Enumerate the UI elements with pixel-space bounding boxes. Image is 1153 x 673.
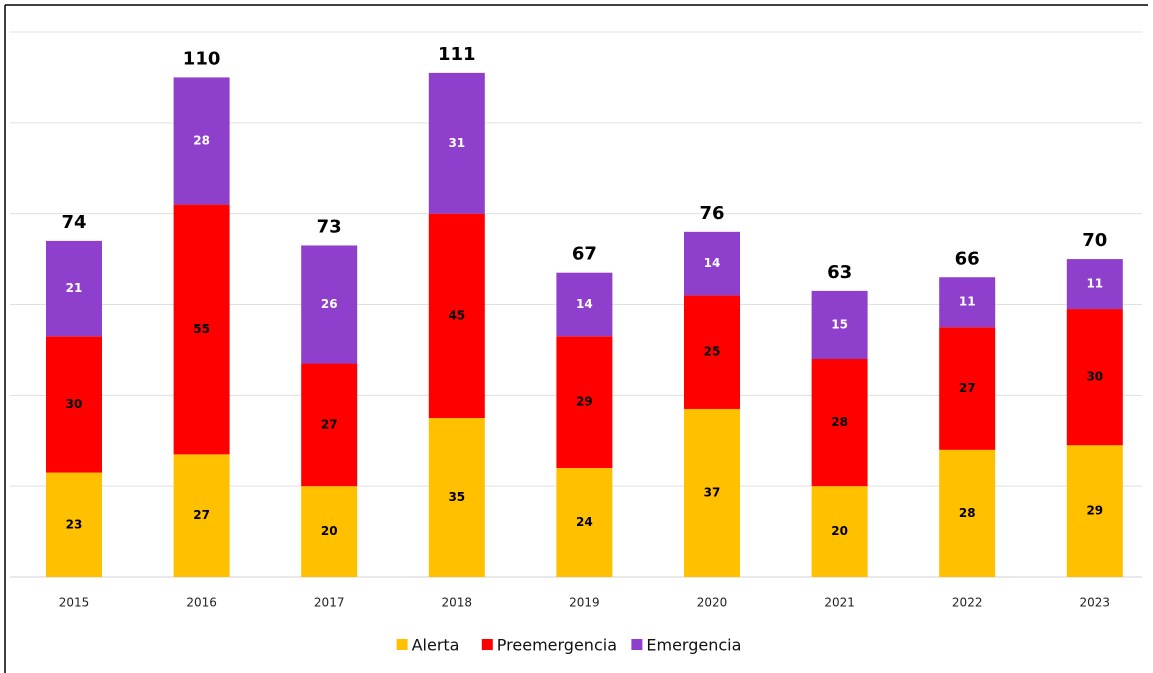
bar-segment: [46, 240, 102, 337]
bar-segment: [811, 486, 868, 577]
data-label: 55: [193, 322, 210, 336]
data-label: 29: [576, 395, 593, 409]
total-label: 110: [183, 48, 221, 69]
data-label: 14: [704, 256, 721, 270]
data-label: 28: [959, 506, 976, 520]
x-tick-label: 2017: [314, 596, 345, 610]
total-label: 67: [572, 244, 597, 265]
x-tick-label: 2021: [824, 596, 855, 610]
data-label: 27: [959, 381, 976, 395]
data-label: 28: [193, 134, 210, 148]
data-label: 28: [831, 415, 848, 429]
bar-segment: [939, 327, 996, 450]
legend-label: Emergencia: [646, 636, 741, 655]
x-tick-label: 2022: [952, 596, 983, 610]
data-label: 31: [448, 136, 465, 150]
legend-swatch: [631, 639, 643, 650]
bar-segment: [1066, 445, 1123, 577]
bar-segment: [428, 418, 485, 577]
data-label: 30: [1086, 370, 1103, 384]
bar-segment: [173, 77, 230, 205]
total-label: 70: [1082, 230, 1107, 251]
total-label: 73: [317, 216, 342, 237]
legend-swatch: [481, 639, 493, 650]
data-label: 30: [66, 397, 83, 411]
bar-segment: [301, 245, 358, 364]
x-tick-label: 2023: [1080, 596, 1111, 610]
total-label: 76: [699, 203, 724, 224]
bar-segment: [1066, 309, 1123, 446]
bar-segment: [556, 336, 613, 468]
x-tick-label: 2020: [697, 596, 728, 610]
data-label: 21: [66, 281, 83, 295]
x-tick-label: 2015: [59, 596, 90, 610]
total-label: 66: [955, 248, 980, 269]
data-label: 14: [576, 297, 593, 311]
bar-segment: [684, 231, 740, 296]
data-label: 15: [831, 317, 848, 331]
legend-swatch: [396, 639, 408, 650]
total-label: 74: [61, 212, 86, 233]
bar-segment: [811, 359, 868, 487]
total-label: 63: [827, 262, 852, 283]
bar-segment: [173, 204, 230, 455]
bar-segment: [939, 277, 996, 328]
data-label: 29: [1086, 504, 1103, 518]
bar-segment: [428, 213, 485, 419]
data-label: 26: [321, 297, 338, 311]
x-tick-label: 2016: [186, 596, 217, 610]
bar-segment: [556, 468, 613, 577]
data-label: 37: [704, 485, 721, 499]
bar-segment: [556, 272, 613, 337]
bar-segment: [428, 72, 485, 214]
bar-segment: [301, 363, 358, 487]
bar-segment: [939, 449, 996, 577]
data-label: 25: [704, 345, 721, 359]
x-tick-label: 2019: [569, 596, 600, 610]
bar-segment: [1066, 259, 1123, 310]
bar-segment: [46, 472, 102, 577]
legend-label: Alerta: [412, 636, 460, 655]
data-label: 11: [1086, 277, 1103, 291]
bar-segment: [173, 454, 230, 577]
data-label: 11: [959, 295, 976, 309]
data-label: 35: [448, 490, 465, 504]
bar-segment: [811, 290, 868, 359]
bar-segment: [684, 408, 740, 577]
x-tick-label: 2018: [442, 596, 473, 610]
bar-segment: [46, 336, 102, 473]
data-label: 27: [193, 508, 210, 522]
bar-segment: [301, 486, 358, 577]
data-label: 27: [321, 417, 338, 431]
data-label: 20: [831, 524, 848, 538]
bar-segment: [684, 295, 740, 409]
total-label: 111: [438, 44, 476, 65]
data-label: 23: [66, 517, 83, 531]
data-label: 45: [448, 308, 465, 322]
legend-label: Preemergencia: [497, 636, 617, 655]
data-label: 24: [576, 515, 593, 529]
data-label: 20: [321, 524, 338, 538]
